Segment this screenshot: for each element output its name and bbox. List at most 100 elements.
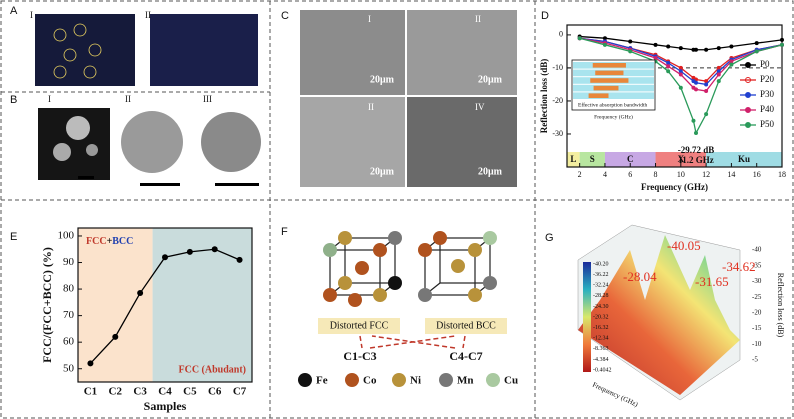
- sem-image: [300, 97, 405, 187]
- sub-label: III: [203, 94, 212, 104]
- point: [780, 42, 784, 47]
- sub-label: II: [475, 14, 481, 24]
- peak-label: -34.62: [722, 259, 756, 274]
- point: [704, 82, 709, 87]
- z-tick-label: -35: [752, 261, 762, 269]
- scale-label: 20μm: [478, 74, 503, 85]
- point: [729, 59, 734, 64]
- y-tick-label: 90: [63, 256, 75, 268]
- legend-label: P50: [760, 119, 775, 129]
- colorbar-label: -24.30: [593, 304, 609, 310]
- region-label: FCC (Abudant): [178, 364, 246, 375]
- colorbar-label: -32.24: [593, 283, 609, 289]
- point: [754, 41, 759, 46]
- z-tick-label: -20: [752, 308, 762, 316]
- legend-marker: [745, 92, 751, 98]
- inset-row: [573, 92, 654, 99]
- z-axis-title: Reflection loss (dB): [776, 273, 785, 338]
- sub-label: II: [368, 102, 374, 112]
- sem-image: [407, 10, 517, 95]
- y-axis-title: Reflection loss (dB): [539, 59, 549, 134]
- structure-label: Distorted FCC: [330, 320, 389, 331]
- legend-label: P40: [760, 104, 775, 114]
- peak-label: -40.05: [667, 238, 701, 253]
- z-tick-label: -15: [752, 324, 762, 332]
- region-label-part: +: [107, 236, 113, 247]
- element-legend: Fe Co Ni Mn Cu: [298, 373, 518, 387]
- region: [152, 228, 252, 382]
- point: [678, 69, 683, 74]
- region-label: FCC+BCC: [86, 236, 133, 247]
- panel-label: E: [10, 231, 17, 243]
- particle: [86, 144, 98, 156]
- inset-x-title: Frequency (GHz): [594, 113, 633, 120]
- scale-label: 20μm: [370, 166, 395, 177]
- colorbar-label: -16.32: [593, 325, 609, 331]
- x-tick-label: 4: [603, 170, 607, 179]
- element-swatch: [392, 373, 406, 387]
- sub-label: I: [48, 94, 51, 104]
- sub-label: I: [368, 14, 371, 24]
- z-tick-label: -40: [752, 246, 762, 254]
- point: [628, 39, 633, 44]
- surface: [578, 235, 740, 395]
- x-tick-label: 6: [628, 170, 632, 179]
- element-label: Ni: [410, 375, 421, 387]
- scale-bar: [215, 183, 259, 186]
- simulation-image: [35, 14, 135, 86]
- point: [716, 79, 721, 84]
- point: [602, 42, 607, 47]
- colorbar-label: -8.363: [593, 346, 609, 352]
- point: [653, 56, 658, 61]
- point: [87, 360, 94, 367]
- point: [704, 89, 709, 94]
- legend-label: P20: [760, 74, 775, 84]
- band-label: Ku: [738, 154, 750, 164]
- x-axis-title: Frequency (GHz): [591, 381, 640, 409]
- point: [666, 64, 671, 69]
- y-tick-label: 70: [63, 309, 75, 321]
- point: [666, 60, 671, 65]
- group-label: C4-C7: [449, 349, 482, 363]
- point: [162, 254, 168, 261]
- region-label-part: BCC: [112, 236, 133, 247]
- atoms: [323, 231, 497, 307]
- point: [694, 80, 698, 85]
- point: [186, 248, 193, 255]
- label-box: [425, 318, 507, 334]
- x-tick-label: C2: [109, 386, 123, 398]
- colorbar-label: -12.34: [593, 336, 609, 342]
- sub-label: II: [125, 94, 131, 104]
- colorbar-label: -20.32: [593, 314, 609, 320]
- panel-label: C: [281, 10, 289, 22]
- axes-frame: [77, 227, 253, 383]
- y-tick-label: -10: [552, 63, 563, 72]
- point: [678, 85, 683, 90]
- band-label: C: [627, 154, 634, 164]
- particle: [66, 116, 90, 140]
- scale-bar: [140, 183, 180, 186]
- point: [653, 42, 658, 47]
- chart: L S C X Ku 0 -10 -20 -30 2 4 6 8 10 12 14 16 18 Frequency …: [539, 24, 786, 192]
- annotation: -29.72 dB: [678, 145, 715, 155]
- element-label: Cu: [504, 375, 518, 387]
- inset-bar: [593, 85, 619, 91]
- sub-label: I: [30, 10, 33, 20]
- particle: [121, 111, 183, 173]
- y-tick-label: -20: [552, 96, 563, 105]
- x-tick-label: 12: [702, 170, 710, 179]
- panel-label: D: [541, 10, 549, 22]
- point: [628, 49, 633, 54]
- inset-bar: [588, 93, 609, 98]
- colorbar-label: -28.28: [593, 293, 609, 299]
- particle: [201, 112, 261, 172]
- point: [704, 112, 709, 117]
- point: [716, 65, 721, 70]
- particle: [53, 143, 71, 161]
- inset-bar: [590, 78, 629, 83]
- scale-label: 20μm: [370, 74, 395, 85]
- x-axis-title: Frequency (GHz): [641, 182, 708, 192]
- x-tick-label: 8: [654, 170, 658, 179]
